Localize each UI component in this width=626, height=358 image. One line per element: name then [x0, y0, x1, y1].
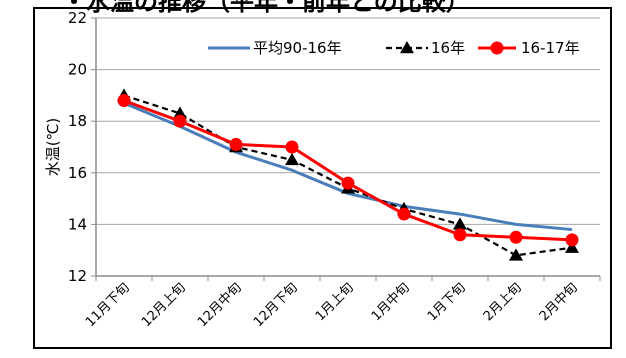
data-point [397, 207, 411, 221]
legend-marker [490, 41, 504, 55]
clipped-title-fragment: ・水温の推移（平年・前年との比較） [62, 0, 470, 16]
series-layer [117, 88, 579, 261]
y-tick-label: 12 [68, 267, 87, 285]
series-2 [117, 88, 579, 261]
series-line [123, 101, 573, 232]
x-tick-label: 2月中旬 [537, 280, 581, 324]
data-point [509, 248, 523, 261]
x-tick-label: 1月上旬 [313, 280, 357, 324]
data-point [117, 94, 131, 108]
legend-item: 16-17年 [478, 39, 580, 57]
series-3 [117, 94, 579, 247]
legend-label: 16年 [431, 39, 465, 57]
legend-label: 平均90-16年 [253, 39, 342, 57]
data-point [565, 233, 579, 247]
legend-label: 16-17年 [521, 39, 580, 57]
x-tick-label: 11月下旬 [83, 280, 133, 330]
data-point [173, 106, 187, 119]
legend-item: 平均90-16年 [208, 39, 342, 57]
data-point [173, 114, 187, 128]
y-tick-label: 22 [68, 9, 87, 27]
legend: 平均90-16年 16年 16-17年 [208, 39, 580, 57]
legend-item: 16年 [386, 39, 465, 57]
x-tick-label: 12月上旬 [139, 280, 189, 330]
data-point [285, 152, 299, 166]
data-point [341, 176, 355, 190]
data-point [229, 137, 243, 151]
data-point [453, 217, 467, 230]
y-axis-title: 水温(℃) [44, 118, 62, 177]
y-tick-label: 16 [68, 164, 87, 182]
series-line [123, 94, 573, 257]
y-tick-label: 18 [68, 112, 87, 130]
data-point [565, 240, 579, 253]
data-point [453, 228, 467, 242]
series-1 [123, 101, 573, 232]
y-tick-labels: 12 14 16 18 20 22 [68, 9, 87, 285]
x-tick-label: 2月上旬 [481, 280, 525, 324]
axis-layer [91, 17, 601, 281]
x-tick-label: 12月中旬 [195, 280, 245, 330]
y-tick-label: 20 [68, 61, 87, 79]
chart-frame [33, 7, 612, 349]
x-tick-label: 1月中旬 [369, 280, 413, 324]
y-tick-label: 14 [68, 215, 87, 233]
x-tick-labels: 11月下旬 12月上旬 12月中旬 12月下旬 1月上旬 1月中旬 1月下旬 2月上旬 2月中旬 [83, 280, 581, 330]
x-tick-label: 1月下旬 [425, 280, 469, 324]
data-point [509, 230, 523, 244]
data-point [285, 140, 299, 154]
legend-marker [400, 41, 414, 54]
x-tick-label: 12月下旬 [251, 280, 301, 330]
